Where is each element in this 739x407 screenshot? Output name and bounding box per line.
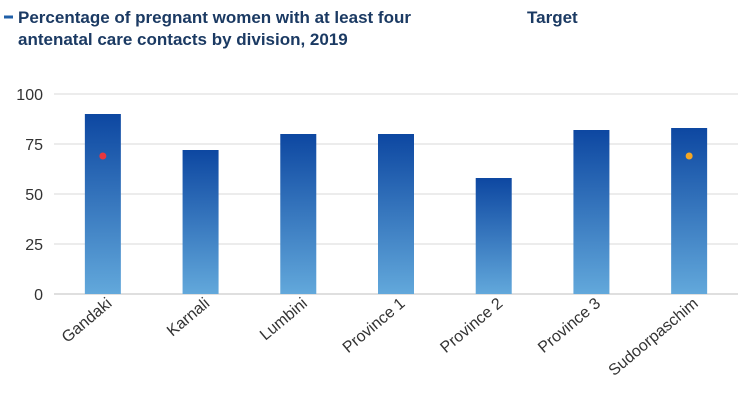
legend: Percentage of pregnant women with at lea… [4,8,578,49]
y-axis: 0 25 50 75 100 [16,87,43,304]
x-tick-label: Province 3 [535,295,604,357]
x-tick-label: Gandaki [59,295,116,346]
bar [475,178,512,294]
bar [573,130,610,294]
y-tick-label: 75 [25,137,43,154]
target-end-marker [685,152,693,160]
x-tick-label: Province 2 [437,295,506,357]
legend-bar-label-line2: antenatal care contacts by division, 201… [18,30,348,49]
bar [378,134,414,294]
bar [84,114,121,294]
bars [84,114,708,294]
legend-target-label: Target [527,8,578,27]
x-tick-label: Karnali [164,295,213,340]
y-tick-label: 50 [25,187,43,204]
x-tick-label: Province 1 [340,295,409,357]
target-line-group [99,152,693,160]
y-tick-label: 100 [16,87,43,104]
target-start-marker [99,152,107,160]
bar [182,150,219,294]
x-tick-label: Sudoorpaschim [606,295,702,379]
y-tick-label: 0 [34,287,43,304]
x-axis: Gandaki Karnali Lumbini Province 1 Province … [59,295,702,380]
legend-bar-label-line1: Percentage of pregnant women with at lea… [18,8,411,27]
x-tick-label: Lumbini [257,295,311,344]
bar [280,134,317,294]
y-tick-label: 25 [25,237,43,254]
